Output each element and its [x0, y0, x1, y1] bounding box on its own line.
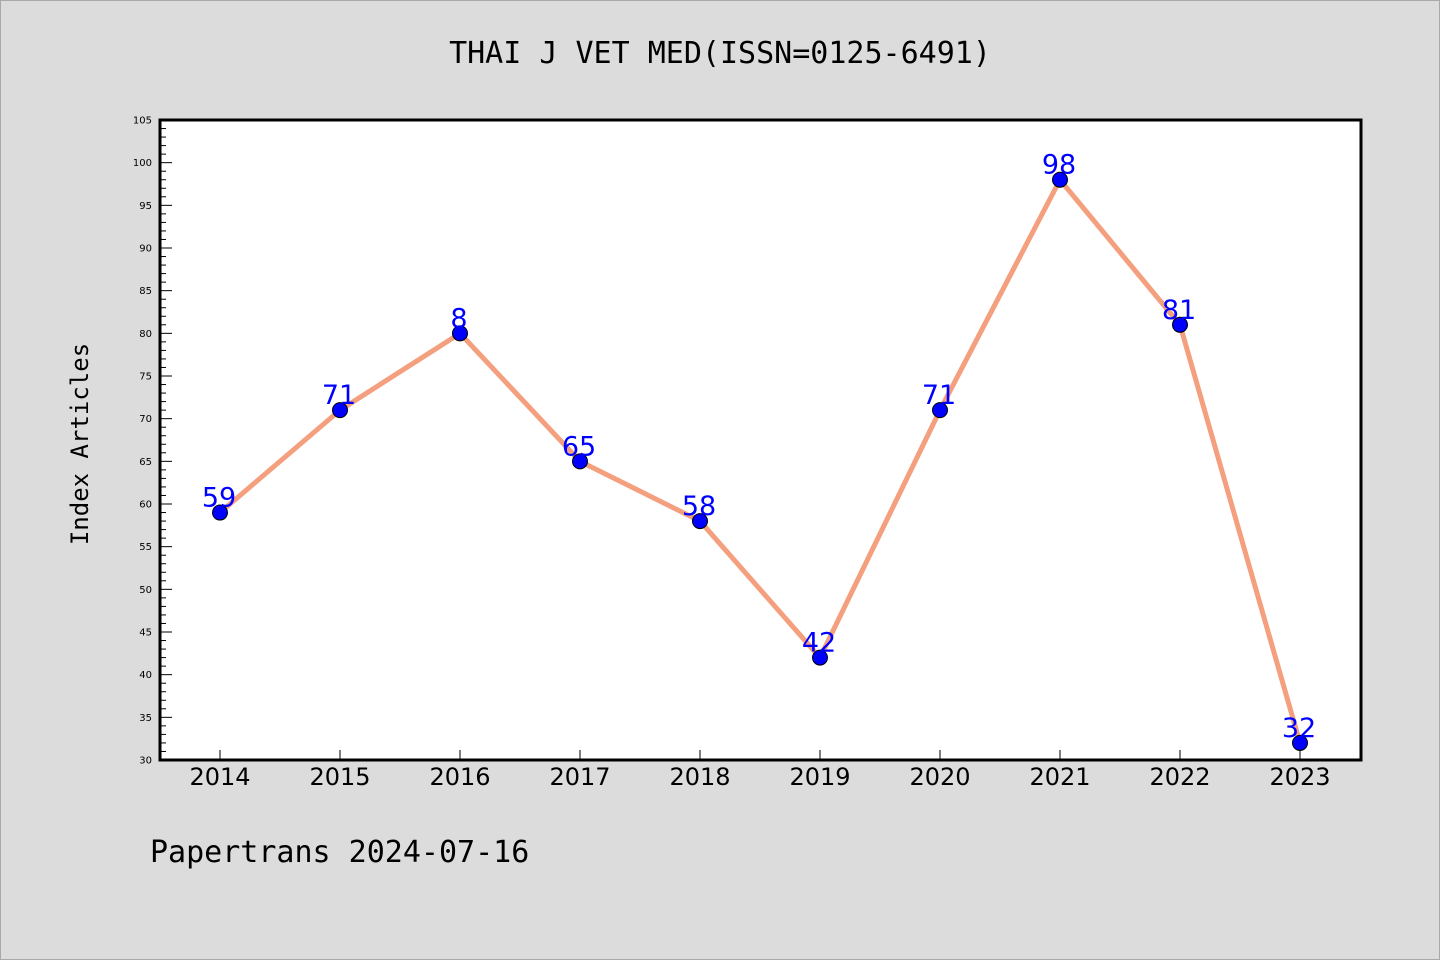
data-label: 71: [322, 380, 356, 411]
data-label: 58: [682, 491, 716, 522]
series-line: [218, 177, 1303, 744]
y-tick-label: 80: [139, 329, 152, 340]
y-tick-label: 90: [139, 244, 152, 255]
y-tick-label: 40: [139, 670, 152, 681]
x-tick-label: 2018: [669, 763, 730, 791]
x-tick-label: 2020: [909, 763, 970, 791]
y-tick-label: 60: [139, 500, 152, 511]
data-label: 98: [1042, 150, 1076, 181]
y-tick-label: 30: [139, 756, 152, 767]
data-label: 65: [562, 431, 596, 462]
data-point: [692, 513, 708, 530]
data-point: [212, 504, 228, 521]
y-tick-label: 100: [133, 158, 152, 169]
y-tick-label: 65: [139, 457, 152, 468]
y-tick-label: 35: [139, 713, 152, 724]
footer-note: Papertrans 2024-07-16: [150, 835, 530, 870]
y-tick-label: 75: [139, 372, 152, 383]
y-tick-labels: 30 35 40 45 50 55 60 65 70 75 80 85 90 95 100 105: [133, 116, 152, 767]
data-point: [812, 649, 828, 666]
x-ticks: [219, 750, 1301, 760]
data-label: 8: [450, 303, 467, 334]
data-point: [1172, 316, 1188, 333]
y-tick-label: 85: [139, 286, 152, 297]
data-point: [1292, 734, 1308, 751]
data-point: [332, 402, 348, 419]
x-tick-label: 2014: [189, 763, 250, 791]
y-tick-label: 70: [139, 414, 152, 425]
data-markers: [212, 171, 1308, 751]
x-tick-label: 2021: [1029, 763, 1090, 791]
x-tick-label: 2022: [1149, 763, 1210, 791]
data-label: 71: [922, 380, 956, 411]
x-tick-label: 2019: [789, 763, 850, 791]
chart-title: THAI J VET MED(ISSN=0125-6491): [449, 36, 991, 71]
y-tick-label: 55: [139, 542, 152, 553]
x-tick-label: 2015: [309, 763, 370, 791]
x-tick-label: 2016: [429, 763, 490, 791]
data-label: 42: [802, 628, 836, 659]
data-point: [572, 453, 588, 470]
x-tick-labels: 2014 2015 2016 2017 2018 2019 2020 2021 2022 2023: [189, 763, 1330, 791]
data-label: 59: [202, 483, 236, 514]
y-tick-label: 105: [133, 116, 152, 127]
plot-border: [158, 118, 1363, 762]
y-tick-label: 45: [139, 628, 152, 639]
data-point: [1052, 171, 1068, 188]
plot-area: [160, 120, 1361, 760]
y-tick-label: 95: [139, 201, 152, 212]
x-tick-label: 2017: [549, 763, 610, 791]
x-tick-label: 2023: [1269, 763, 1330, 791]
data-point: [932, 402, 948, 419]
y-tick-label: 50: [139, 585, 152, 596]
data-label: 81: [1162, 295, 1196, 326]
data-labels: 59 71 8 65 58 42 71 98 81 32: [202, 150, 1316, 744]
data-point: [452, 325, 468, 342]
data-label: 32: [1282, 713, 1316, 744]
